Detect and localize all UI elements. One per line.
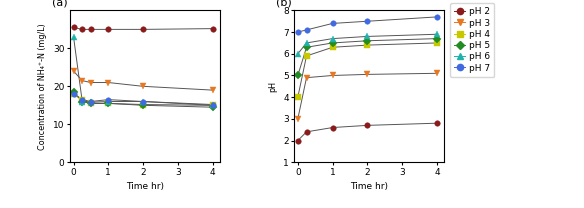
X-axis label: Time hr): Time hr) (126, 182, 164, 191)
X-axis label: Time hr): Time hr) (350, 182, 388, 191)
Text: (a): (a) (52, 0, 68, 7)
Text: (b): (b) (276, 0, 292, 7)
Y-axis label: pH: pH (269, 81, 277, 92)
Legend: pH 2, pH 3, pH 4, pH 5, pH 6, pH 7: pH 2, pH 3, pH 4, pH 5, pH 6, pH 7 (450, 3, 495, 77)
Y-axis label: Concentration of NH₄⁺-N (mg/L): Concentration of NH₄⁺-N (mg/L) (39, 23, 47, 150)
